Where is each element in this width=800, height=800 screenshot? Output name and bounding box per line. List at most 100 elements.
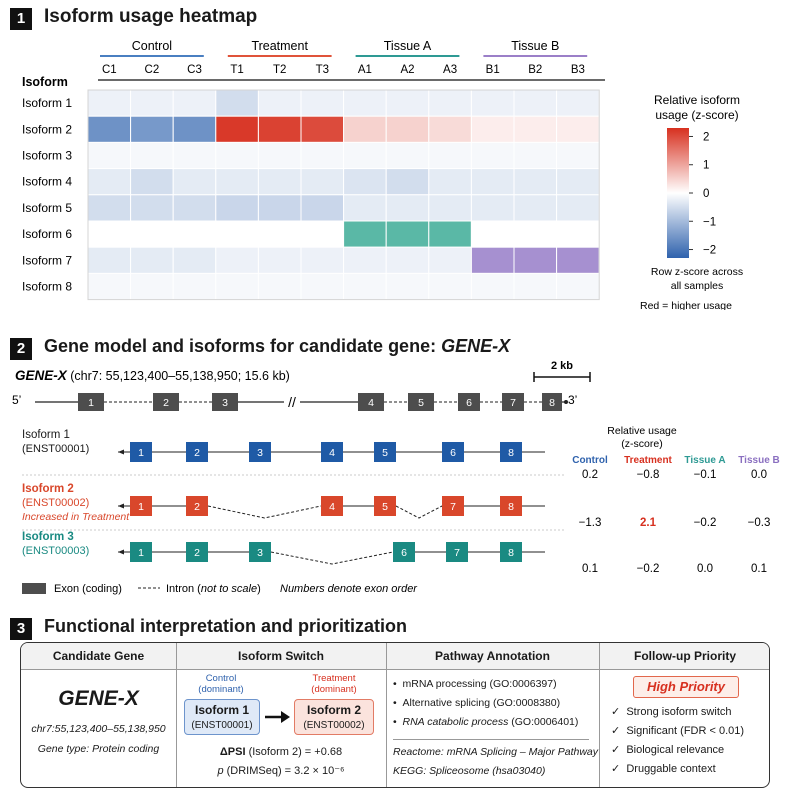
heatmap-cell (428, 115, 472, 143)
heatmap-cell (130, 168, 174, 196)
heatmap-cell (257, 220, 302, 248)
heatmap-column-label: C2 (145, 64, 160, 76)
heatmap-cell (215, 115, 259, 143)
switch-from-id: (ENST00001) (191, 720, 253, 731)
scale-bar-label: 2 kb (551, 360, 573, 372)
five-prime-label: 5’ (12, 393, 21, 407)
heatmap-cell (428, 246, 472, 274)
heatmap-cell (470, 246, 515, 274)
heatmap-group-label: Control (132, 39, 172, 53)
heatmap-cell (87, 246, 132, 274)
usage-value: 0.1 (751, 563, 767, 575)
heatmap-cell (470, 194, 515, 222)
heatmap-cell (385, 220, 430, 248)
heatmap-cell (300, 246, 345, 274)
heatmap-cell (130, 89, 174, 117)
heatmap-border (87, 89, 600, 301)
isoform-id: (ENST00002) (22, 497, 89, 509)
section1-number-badge: 1 (10, 8, 32, 30)
legend-intron-text: Intron ( (166, 583, 201, 595)
pathway-item-italic: RNA catabolic process (402, 716, 509, 728)
legend-exon-swatch (22, 583, 46, 594)
isoform-exon-label: 5 (382, 447, 388, 459)
heatmap-cell (257, 246, 302, 274)
pathway-item: • RNA catabolic process (GO:0006401) (393, 713, 598, 732)
isoform-exon-label: 5 (382, 501, 388, 513)
heatmap-cell (513, 141, 558, 170)
strand-arrow-icon (118, 549, 124, 555)
isoform-exon-label: 2 (194, 447, 200, 459)
colorbar-note-line: Row z-score across (651, 266, 743, 278)
heatmap-cell (428, 272, 472, 301)
pathway-item-id: (GO:0006401) (508, 716, 579, 728)
usage-value: 0.0 (697, 563, 713, 575)
check-icon: ✓ (611, 706, 627, 718)
heatmap-cell (343, 194, 387, 222)
usage-value: −1.3 (579, 517, 602, 529)
isoform-exon-label: 4 (329, 447, 335, 459)
isoform-exon-label: 1 (138, 547, 144, 559)
isoform-exon (374, 442, 396, 462)
heatmap-cell (513, 272, 558, 301)
header-follow-up-priority: Follow-up Priority (634, 649, 736, 663)
switch-to-box: Isoform 2 (ENST00002) (294, 699, 374, 735)
splice-junction (270, 551, 394, 565)
gene-title: GENE-X (chr7: 55,123,400–55,138,950; 15.… (15, 368, 290, 383)
gene-exon-label: 6 (466, 397, 472, 409)
isoform-name: Isoform 2 (22, 483, 74, 495)
isoform-exon (130, 442, 152, 462)
check-icon: ✓ (611, 744, 627, 756)
heatmap-cell (385, 246, 430, 274)
heatmap-cell (343, 168, 387, 196)
gene-exon (458, 393, 480, 411)
colorbar-tick-label: −2 (703, 245, 716, 257)
heatmap-cell (87, 141, 132, 170)
heatmap-row-label: Isoform 6 (22, 227, 72, 241)
heatmap-cell (130, 246, 174, 274)
isoform-exon (393, 542, 415, 562)
usage-value: −0.1 (694, 469, 717, 481)
heatmap-cell (343, 141, 387, 170)
isoform-id: (ENST00003) (22, 545, 89, 557)
pathway-item-text: mRNA processing (GO:0006397) (402, 678, 557, 690)
gene-exon-label: 5 (418, 397, 424, 409)
colorbar-title-line1: Relative isoform (654, 93, 740, 107)
pathway-item: • Alternative splicing (GO:0008380) (393, 694, 598, 713)
heatmap-cell (130, 115, 174, 143)
priority-badge: High Priority (633, 676, 739, 698)
switch-to-label: Treatment (dominant) (289, 673, 379, 695)
candidate-gene-name: GENE-X (58, 687, 139, 710)
heatmap-row-label: Isoform 2 (22, 122, 72, 136)
check-icon: ✓ (611, 763, 627, 775)
check-icon: ✓ (611, 725, 627, 737)
heatmap-cell (513, 89, 558, 117)
heatmap-cell (215, 220, 259, 248)
check-item: ✓ Strong isoform switch (611, 703, 769, 722)
check-item-text: Druggable context (626, 763, 716, 775)
isoform-exon-label: 7 (450, 501, 456, 513)
header-isoform-switch: Isoform Switch (237, 649, 324, 663)
heatmap-cell (428, 194, 472, 222)
heatmap-svg: Control Treatment Tissue A Tissue B C1 C2 C3 T1… (22, 39, 743, 310)
isoform-exon-label: 8 (508, 501, 514, 513)
switch-arrow-icon (265, 711, 290, 723)
isoform-exon (500, 542, 522, 562)
strand-arrow-icon (118, 503, 124, 509)
heatmap-cell (343, 89, 387, 117)
isoform-exon (130, 542, 152, 562)
heatmap-group-label: Tissue B (511, 39, 559, 53)
heatmap-cell (470, 141, 515, 170)
isoform-name: Isoform 3 (22, 531, 74, 543)
delta-psi-value: (Isoform 2) = +0.68 (245, 746, 343, 758)
gene-exon (408, 393, 434, 411)
isoform-exon-label: 3 (257, 547, 263, 559)
isoform-exon (186, 442, 208, 462)
usage-column-label: Tissue B (738, 455, 780, 466)
axis-break-icon: // (288, 394, 296, 410)
colorbar-note-line: all samples (671, 280, 724, 292)
heatmap-cell (172, 168, 217, 196)
column-divider (599, 643, 600, 787)
isoform-exon (249, 542, 271, 562)
isoform-exon (186, 542, 208, 562)
usage-value: −0.8 (637, 469, 660, 481)
